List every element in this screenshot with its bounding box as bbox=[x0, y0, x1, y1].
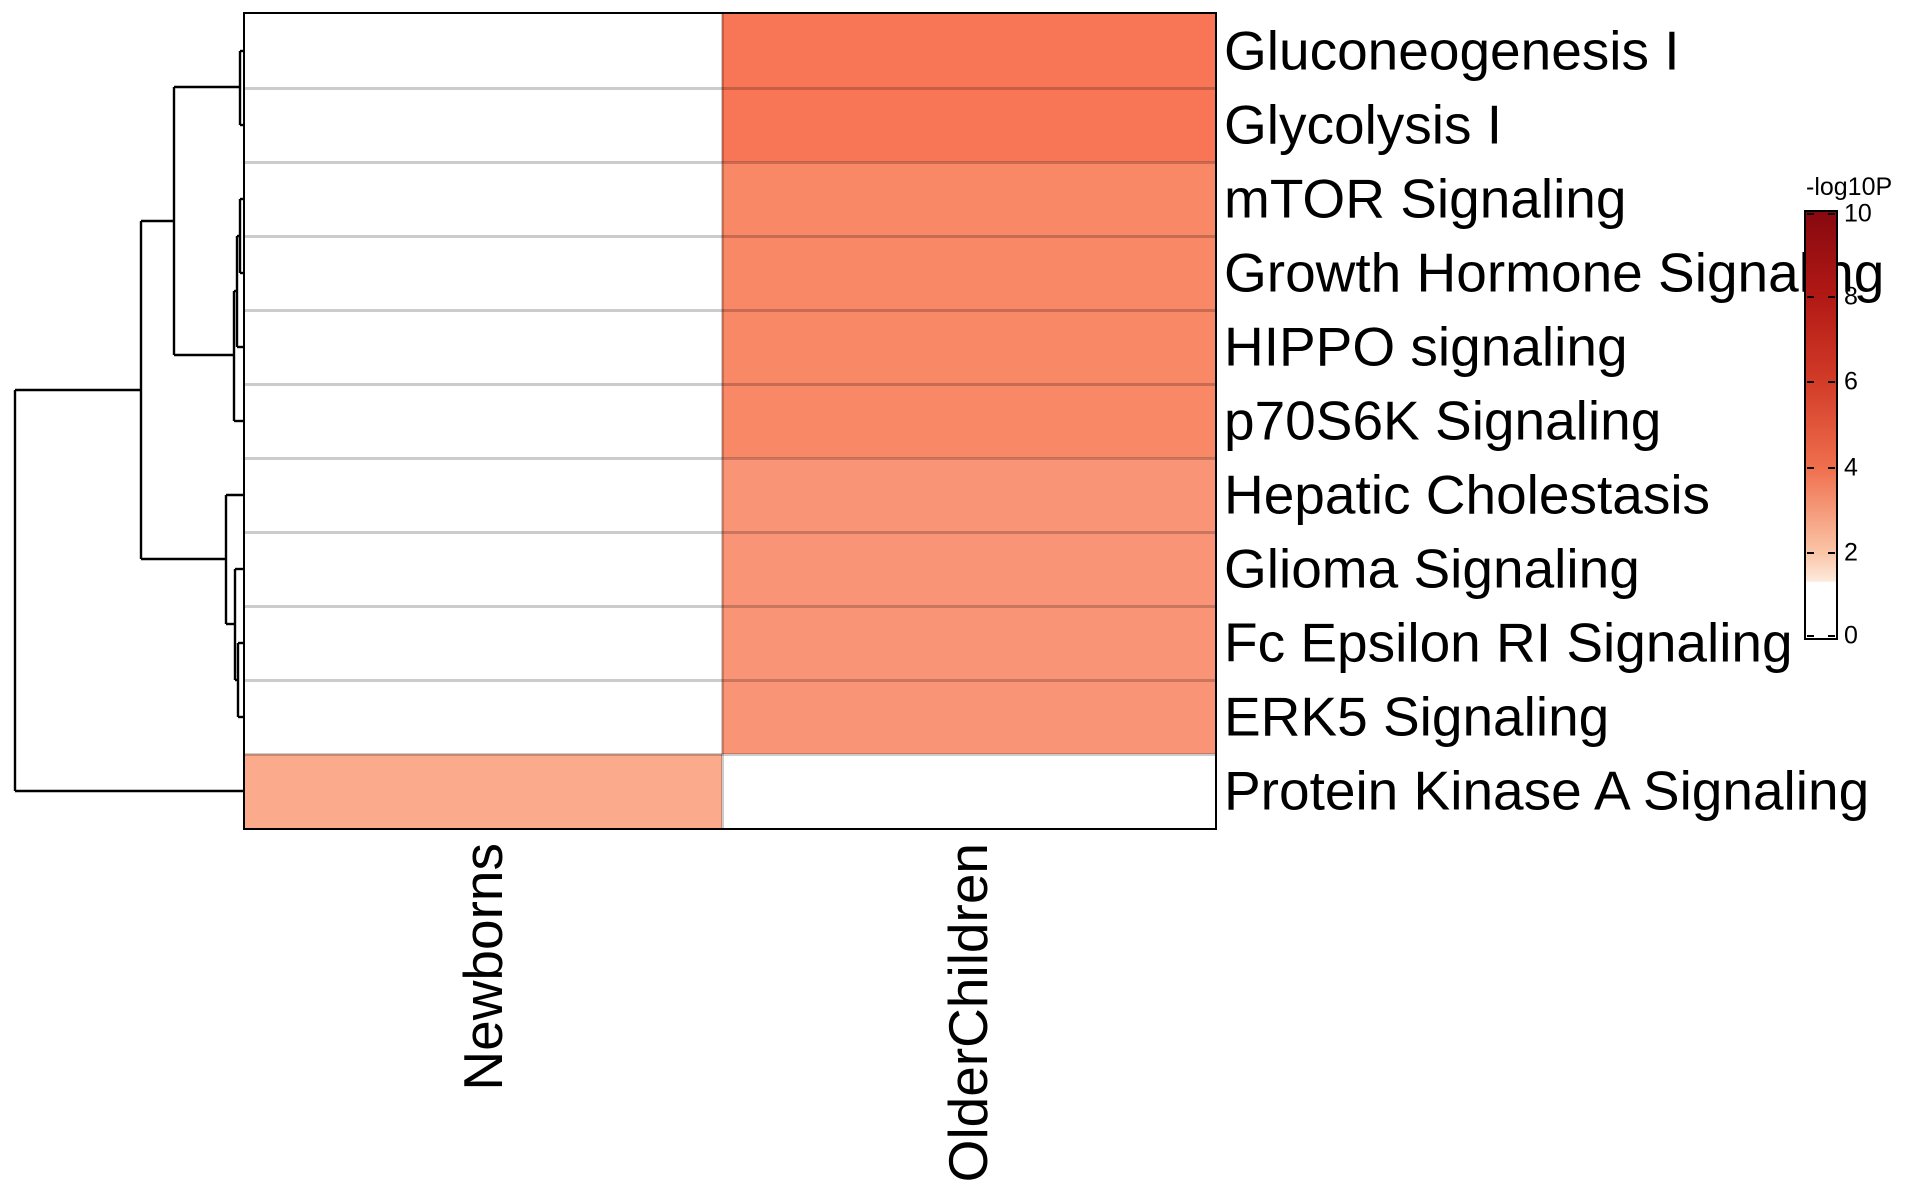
column-label: OlderChildren bbox=[937, 843, 999, 1183]
colorbar-tick-mark bbox=[1828, 381, 1835, 384]
heatmap-cell bbox=[722, 14, 1215, 88]
colorbar bbox=[1804, 210, 1838, 640]
colorbar-tick-mark bbox=[1828, 466, 1835, 469]
colorbar-tick-mark bbox=[1828, 635, 1835, 637]
row-separator-line bbox=[245, 308, 1215, 312]
colorbar-tick-mark bbox=[1828, 551, 1835, 554]
row-label: Hepatic Cholestasis bbox=[1224, 463, 1711, 526]
heatmap-cell bbox=[722, 310, 1215, 384]
row-label: p70S6K Signaling bbox=[1224, 389, 1662, 452]
heatmap bbox=[243, 12, 1217, 830]
colorbar-tick-mark bbox=[1807, 296, 1814, 299]
heatmap-cell bbox=[722, 88, 1215, 162]
row-label: Glioma Signaling bbox=[1224, 537, 1640, 600]
row-separator-line bbox=[245, 382, 1215, 386]
column-label: Newborns bbox=[452, 843, 514, 1091]
heatmap-cell bbox=[245, 14, 722, 88]
colorbar-tick-label: 2 bbox=[1844, 538, 1858, 567]
colorbar-tick-mark bbox=[1807, 635, 1814, 637]
colorbar-tick-label: 0 bbox=[1844, 621, 1858, 650]
colorbar-tick-mark bbox=[1828, 213, 1835, 215]
heatmap-cell bbox=[245, 236, 722, 310]
colorbar-tick-label: 10 bbox=[1844, 199, 1872, 228]
colorbar-tick-mark bbox=[1807, 466, 1814, 469]
colorbar-tick-mark bbox=[1807, 551, 1814, 554]
row-separator-line bbox=[245, 752, 1215, 756]
heatmap-cell bbox=[245, 162, 722, 236]
row-separator-line bbox=[245, 234, 1215, 238]
row-separator-line bbox=[245, 86, 1215, 90]
heatmap-cell bbox=[722, 384, 1215, 458]
row-separator-line bbox=[245, 160, 1215, 164]
row-dendrogram bbox=[13, 49, 245, 793]
row-separator-line bbox=[245, 678, 1215, 682]
colorbar-tick-label: 6 bbox=[1844, 367, 1858, 396]
heatmap-cell bbox=[722, 162, 1215, 236]
row-label: Fc Epsilon RI Signaling bbox=[1224, 611, 1793, 674]
colorbar-tick-mark bbox=[1807, 213, 1814, 215]
heatmap-cell bbox=[245, 532, 722, 606]
legend-title: -log10P bbox=[1806, 173, 1893, 201]
row-separator-line bbox=[245, 604, 1215, 608]
heatmap-cell bbox=[245, 754, 722, 828]
heatmap-cell bbox=[245, 458, 722, 532]
heatmap-cell bbox=[722, 680, 1215, 754]
row-label: Gluconeogenesis I bbox=[1224, 19, 1680, 82]
heatmap-cell bbox=[245, 606, 722, 680]
heatmap-cell bbox=[245, 680, 722, 754]
heatmap-cell bbox=[245, 384, 722, 458]
column-separator-line bbox=[720, 14, 724, 828]
row-label: HIPPO signaling bbox=[1224, 315, 1628, 378]
row-label: Growth Hormone Signaling bbox=[1224, 241, 1885, 304]
heatmap-cell bbox=[722, 754, 1215, 828]
row-label: ERK5 Signaling bbox=[1224, 685, 1610, 748]
heatmap-cell bbox=[245, 310, 722, 384]
colorbar-tick-mark bbox=[1807, 381, 1814, 384]
row-label: mTOR Signaling bbox=[1224, 167, 1627, 230]
heatmap-cell bbox=[245, 88, 722, 162]
colorbar-tick-label: 8 bbox=[1844, 282, 1858, 311]
colorbar-tick-label: 4 bbox=[1844, 453, 1858, 482]
row-label: Protein Kinase A Signaling bbox=[1224, 759, 1870, 822]
heatmap-cell bbox=[722, 458, 1215, 532]
heatmap-cell bbox=[722, 236, 1215, 310]
heatmap-cell bbox=[722, 606, 1215, 680]
heatmap-cell bbox=[722, 532, 1215, 606]
colorbar-tick-mark bbox=[1828, 296, 1835, 299]
row-separator-line bbox=[245, 456, 1215, 460]
row-separator-line bbox=[245, 530, 1215, 534]
row-label: Glycolysis I bbox=[1224, 93, 1503, 156]
